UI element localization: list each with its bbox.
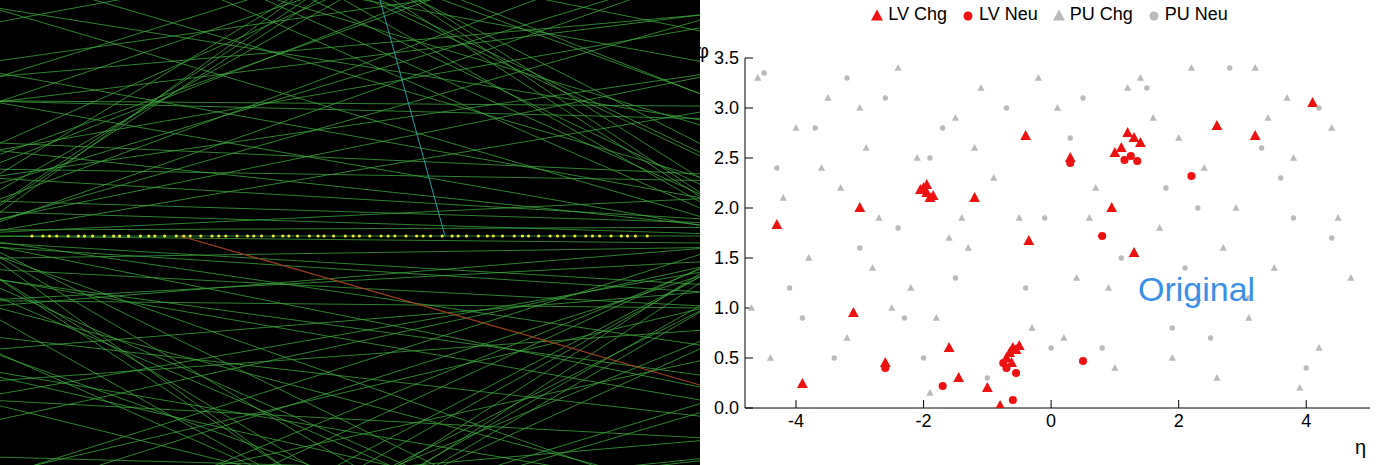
svg-text:1.0: 1.0 bbox=[714, 298, 739, 318]
svg-text:-4: -4 bbox=[788, 411, 804, 431]
svg-text:2.0: 2.0 bbox=[714, 198, 739, 218]
svg-text:1.5: 1.5 bbox=[714, 248, 739, 268]
svg-text:3.0: 3.0 bbox=[714, 98, 739, 118]
svg-text:2: 2 bbox=[1174, 411, 1184, 431]
html-text:φ: φ bbox=[696, 40, 709, 62]
svg-text:4: 4 bbox=[1301, 411, 1311, 431]
svg-text:2.5: 2.5 bbox=[714, 148, 739, 168]
svg-text:0: 0 bbox=[1046, 411, 1056, 431]
svg-text:0.0: 0.0 bbox=[714, 398, 739, 418]
svg-text:0.5: 0.5 bbox=[714, 348, 739, 368]
html-text:PU Neu: PU Neu bbox=[1164, 4, 1228, 24]
html-text:LV Neu: LV Neu bbox=[979, 4, 1038, 24]
svg-text:-2: -2 bbox=[916, 411, 932, 431]
svg-text:3.5: 3.5 bbox=[714, 48, 739, 68]
html-text:Original: Original bbox=[1138, 270, 1256, 308]
html-text:PU Chg: PU Chg bbox=[1069, 4, 1133, 24]
html-text:η: η bbox=[1355, 436, 1367, 458]
html-text:LV Chg: LV Chg bbox=[888, 4, 947, 24]
